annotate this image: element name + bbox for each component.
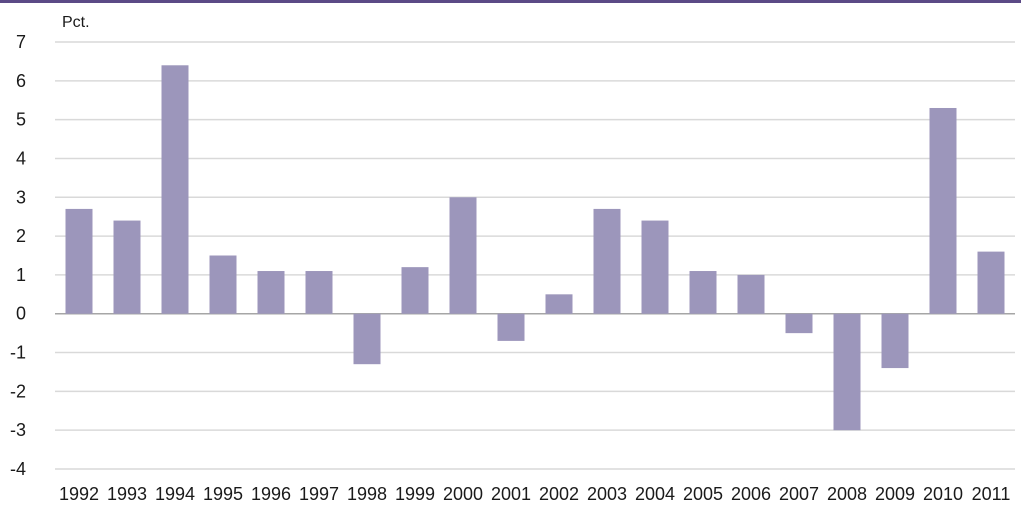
bar [689,271,717,314]
x-tick-label: 1994 [155,484,195,504]
y-tick-label: 3 [16,187,26,207]
bar [65,208,93,314]
bar [209,255,237,314]
y-tick-label: -3 [10,420,26,440]
x-tick-label: 2003 [587,484,627,504]
bar [737,274,765,314]
y-tick-label: -2 [10,381,26,401]
bar [401,267,429,314]
x-tick-label: 1998 [347,484,387,504]
y-tick-label: 1 [16,265,26,285]
bar [497,313,525,341]
y-tick-label: 2 [16,226,26,246]
bars [65,65,1005,431]
bar [593,208,621,314]
x-tick-label: 2002 [539,484,579,504]
x-tick-label: 1995 [203,484,243,504]
x-tick-label: 1997 [299,484,339,504]
bar [353,313,381,365]
x-tick-label: 2006 [731,484,771,504]
y-tick-label: 5 [16,110,26,130]
y-tick-label: -4 [10,459,26,479]
y-tick-label: 4 [16,148,26,168]
x-tick-label: 2011 [972,484,1011,504]
y-tick-label: -1 [10,343,26,363]
y-axis-unit-label: Pct. [62,14,90,31]
x-tick-label: 2000 [443,484,483,504]
x-tick-label: 2007 [779,484,819,504]
x-tick-label: 1999 [395,484,435,504]
x-tick-label: 1993 [107,484,147,504]
y-tick-labels: 7 6 5 4 3 2 1 0 -1 -2 -3 -4 [10,32,26,479]
x-tick-label: 2010 [923,484,963,504]
x-tick-labels: 1992 1993 1994 1995 1996 1997 1998 1999 2000 2001… [59,484,1010,504]
x-tick-label: 1992 [59,484,99,504]
bar [305,271,333,314]
bar [881,313,909,369]
bar [449,197,477,314]
bar [545,294,573,314]
x-tick-label: 2001 [491,484,531,504]
bar [977,251,1005,314]
bar [785,313,813,334]
bar [161,65,189,314]
x-tick-label: 2004 [635,484,675,504]
x-tick-label: 1996 [251,484,291,504]
x-tick-label: 2009 [875,484,915,504]
grid-lines [55,41,1015,470]
bar [113,220,141,314]
bar [641,220,669,314]
bar [833,313,861,431]
y-tick-label: 6 [16,71,26,91]
x-tick-label: 2005 [683,484,723,504]
y-tick-label: 7 [16,32,26,52]
x-tick-label: 2008 [827,484,867,504]
bar [929,107,957,314]
bar [257,271,285,314]
y-tick-label: 0 [16,304,26,324]
top-rule [0,0,1021,3]
